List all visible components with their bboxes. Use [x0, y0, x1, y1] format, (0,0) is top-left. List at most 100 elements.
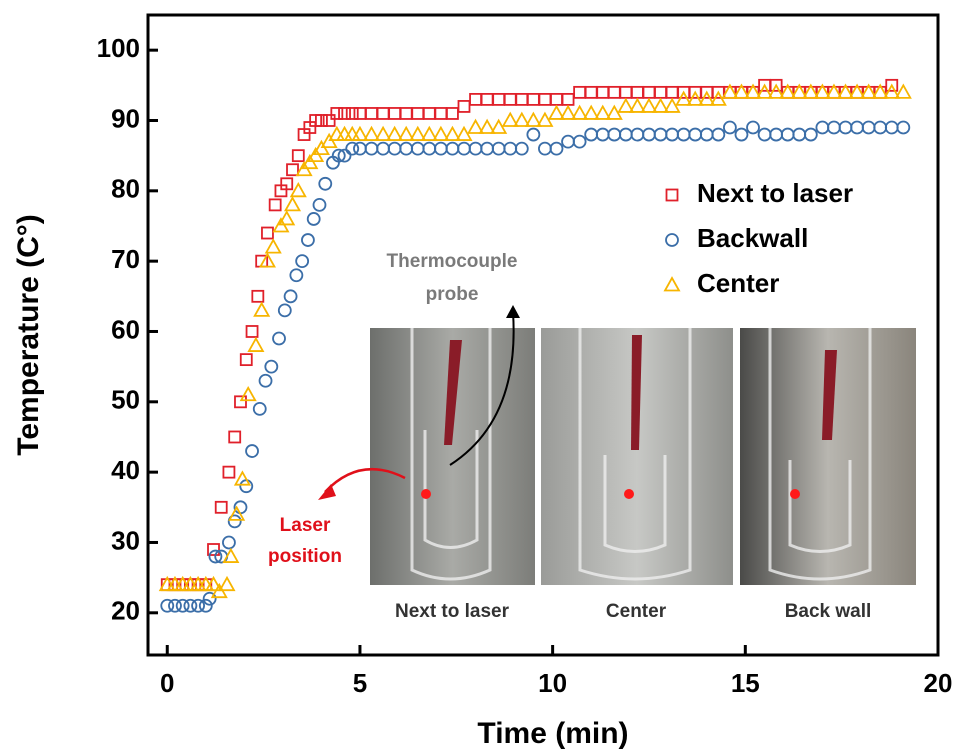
marker [353, 107, 367, 120]
annotation: probe [426, 284, 479, 305]
marker [312, 197, 327, 212]
marker [631, 85, 644, 99]
marker [433, 141, 448, 156]
marker [526, 92, 540, 106]
marker [228, 430, 242, 444]
marker [227, 514, 242, 529]
marker [790, 83, 808, 99]
marker [239, 353, 253, 367]
marker [885, 78, 899, 92]
marker [480, 141, 495, 156]
marker [191, 598, 205, 613]
legend-marker [663, 276, 681, 292]
marker [538, 92, 552, 106]
y-tick-label: 50 [111, 385, 140, 415]
x-tick-label: 0 [160, 668, 174, 698]
marker [422, 107, 436, 120]
marker [884, 120, 899, 135]
marker [596, 85, 610, 99]
marker [769, 127, 784, 142]
y-tick-label: 100 [97, 33, 140, 63]
series [160, 78, 899, 592]
marker [468, 141, 483, 156]
marker [283, 196, 302, 212]
marker [264, 238, 282, 254]
x-tick-label: 15 [731, 668, 760, 698]
marker [364, 141, 379, 156]
marker [175, 598, 190, 613]
marker [779, 83, 797, 99]
marker [207, 543, 220, 556]
marker [524, 111, 542, 127]
marker [550, 92, 563, 106]
marker [665, 85, 679, 99]
y-tick-label: 90 [111, 103, 140, 133]
marker [345, 141, 360, 156]
y-tick-label: 30 [111, 525, 140, 555]
marker [168, 598, 182, 613]
marker [330, 107, 344, 120]
marker [491, 141, 506, 156]
marker [218, 575, 236, 592]
marker [503, 141, 518, 156]
marker [850, 120, 864, 135]
marker [838, 120, 853, 135]
marker [228, 505, 246, 521]
marker [676, 127, 691, 142]
marker [594, 104, 612, 120]
marker [338, 107, 351, 120]
marker [815, 120, 830, 135]
marker [283, 289, 298, 304]
legend-label: Backwall [697, 223, 808, 253]
marker [387, 141, 402, 156]
marker [526, 127, 541, 142]
marker [289, 268, 304, 283]
marker [501, 111, 519, 127]
y-tick-label: 80 [111, 174, 140, 204]
marker [619, 85, 633, 99]
marker [353, 141, 367, 156]
marker [291, 149, 305, 163]
marker [607, 85, 621, 99]
marker [767, 83, 785, 99]
marker [792, 127, 807, 142]
marker [202, 591, 217, 606]
marker [836, 83, 855, 99]
marker [584, 127, 599, 142]
marker [204, 575, 223, 592]
marker [896, 120, 911, 135]
x-tick-label: 5 [353, 668, 367, 698]
marker [376, 107, 390, 120]
marker [547, 104, 566, 120]
marker [873, 120, 888, 135]
y-tick-label: 40 [111, 455, 140, 485]
marker [607, 127, 622, 142]
marker [278, 210, 296, 226]
marker [286, 163, 299, 177]
marker [399, 107, 413, 120]
marker [239, 479, 254, 494]
marker [515, 92, 529, 106]
series [160, 120, 911, 613]
marker [280, 177, 294, 191]
inset-label: Next to laser [395, 601, 510, 622]
marker [301, 233, 315, 247]
marker [617, 97, 635, 113]
plot-frame [146, 13, 940, 657]
x-tick-label: 20 [924, 668, 953, 698]
marker [480, 92, 494, 106]
marker [630, 127, 645, 142]
marker [467, 118, 485, 134]
marker [362, 125, 381, 141]
marker [252, 401, 267, 416]
annotation: position [268, 546, 342, 567]
marker [803, 127, 818, 142]
marker [642, 85, 656, 99]
marker [247, 336, 265, 352]
marker [618, 127, 633, 142]
x-tick-label: 10 [538, 668, 567, 698]
marker [388, 107, 402, 120]
marker [721, 83, 739, 99]
marker [420, 125, 438, 141]
marker [723, 120, 737, 135]
